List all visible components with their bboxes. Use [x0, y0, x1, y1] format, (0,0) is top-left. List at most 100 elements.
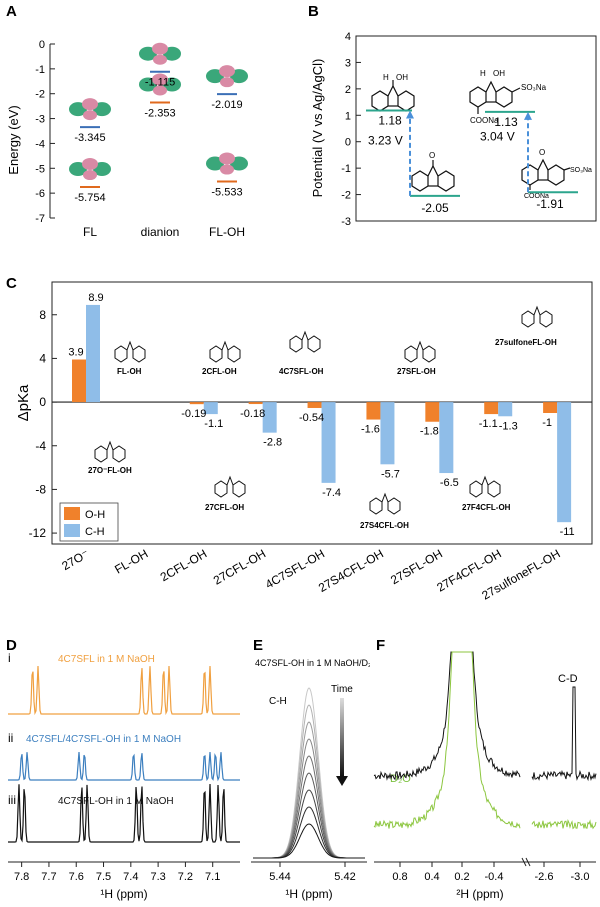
- c-value-label: -1.1: [204, 418, 223, 430]
- time-arrow-shaft: [340, 698, 344, 776]
- a-orbital-lobe: [152, 73, 168, 86]
- c-value-label: 8.9: [88, 292, 103, 304]
- b-gap-arrowhead: [524, 111, 532, 120]
- panel-e-xlabel: ¹H (ppm): [285, 887, 332, 901]
- panel-b-label: B: [308, 3, 319, 20]
- panel-b: B Potential (V vs Ag/AgCl) 4 3 2 1 0 -1 -2 -3 O…: [300, 0, 600, 250]
- c-ytick-label: -8: [35, 482, 46, 496]
- c-category-label: 2CFL-OH: [158, 546, 209, 584]
- c-bar-ch: [498, 402, 513, 417]
- s-o-so3na-label: SO₃Na: [570, 167, 592, 174]
- d-xtick-label: 7.5: [96, 871, 111, 883]
- s-o-label: O: [539, 148, 545, 157]
- e-peak-trace: [253, 738, 365, 859]
- panel-e: E 4C7SFL-OH in 1 M NaOH/D₂O C-H Time 5.4…: [245, 632, 379, 902]
- a-orbital-lobe: [152, 42, 168, 55]
- d-xtick-label: 7.6: [69, 871, 84, 883]
- d-xtick-label: 7.8: [14, 871, 29, 883]
- c-bar-ch: [380, 402, 395, 465]
- d-spectrum-trace: [8, 783, 240, 843]
- panel-e-title: 4C7SFL-OH in 1 M NaOH/D₂O: [255, 658, 370, 668]
- panel-f-xlabel: ²H (ppm): [456, 887, 503, 901]
- c-bar-oh: [366, 402, 381, 420]
- a-orbital-lobe: [82, 98, 98, 111]
- c-category-label: 27S4CFL-OH: [316, 546, 386, 594]
- panel-e-label: E: [253, 637, 263, 654]
- time-arrow-head: [336, 776, 348, 786]
- c-value-label: -5.7: [381, 468, 400, 480]
- b-ytick-label: 0: [345, 137, 351, 149]
- a-category-label: FL: [83, 225, 97, 239]
- fluorenolate-structure: [411, 160, 455, 192]
- structure-sketches: [94, 305, 553, 515]
- c-bar-ch: [439, 402, 454, 474]
- d-xtick-label: 7.4: [123, 871, 138, 883]
- e-peak-trace: [253, 823, 365, 859]
- c-bar-oh: [307, 402, 322, 408]
- a-ytick-label: -1: [35, 64, 45, 76]
- s-oh-so3na-label: SO₃Na: [521, 83, 547, 92]
- c-category-label: 27O⁻: [59, 546, 91, 573]
- sulfonated-fluorenol-structure: [469, 80, 521, 114]
- d-xtick-label: 7.2: [178, 871, 193, 883]
- a-orbital-lobe: [153, 85, 167, 96]
- c-value-label: -7.4: [322, 487, 341, 499]
- legend-ch-swatch: [64, 524, 80, 537]
- a-ytick-label: -3: [35, 114, 45, 126]
- compound-4c7sfl-oh: 4C7SFL-OH: [279, 367, 324, 376]
- panel-a-svg: A Energy (eV) 0 -1 -2 -3 -4 -5 -6 -7 -3.345 -5.7…: [6, 3, 248, 239]
- compound-27s4cfl-oh: 27S4CFL-OH: [360, 521, 409, 530]
- f-xtick-label: -2.6: [535, 871, 554, 883]
- a-ytick-label: 0: [39, 39, 45, 51]
- a-orbital-lobe: [82, 158, 98, 171]
- f-xtick-label: 0.4: [424, 871, 439, 883]
- b-potential-value: 1.13: [494, 115, 518, 129]
- c-value-label: -1.1: [479, 418, 498, 430]
- panel-e-peak: C-H: [269, 696, 287, 707]
- compound-27cfl-oh: 27CFL-OH: [205, 503, 244, 512]
- c-bar-oh: [248, 402, 263, 405]
- a-lumo-value: -1.115: [145, 77, 175, 89]
- e-peak-trace: [253, 704, 365, 859]
- a-category-label: FL-OH: [209, 225, 245, 239]
- d-trace-caption: 4C7SFL-OH in 1 M NaOH: [58, 796, 174, 807]
- c-ytick-label: 4: [39, 351, 46, 365]
- s-o-coona-label: COONa: [524, 193, 549, 200]
- f-solvent-trace: [373, 651, 597, 830]
- c-value-label: -0.19: [181, 408, 206, 420]
- a-ytick-label: -6: [35, 188, 45, 200]
- s-oh-h-label: H: [480, 69, 486, 78]
- f-xtick-label: -0.4: [485, 871, 504, 883]
- compound-fl-oh: FL-OH: [117, 367, 142, 376]
- panel-f-peak: C-D: [558, 673, 578, 685]
- d-spectrum-trace: [8, 751, 240, 782]
- panel-c-svg: C ΔpKa 840-4-8-12 3.98.9-0.19-1.1-0.18-2…: [6, 275, 593, 603]
- fl-o-label: O: [429, 151, 435, 160]
- f-xtick-label: 0.8: [392, 871, 407, 883]
- b-potential-value: -2.05: [421, 201, 449, 215]
- c-bar-oh: [72, 359, 86, 403]
- d-trace-caption: 4C7SFL in 1 M NaOH: [58, 654, 155, 665]
- c-value-label: -6.5: [440, 477, 459, 489]
- a-homo-value: -5.754: [74, 192, 105, 204]
- a-lumo-value: -3.345: [74, 132, 105, 144]
- panel-f-svg: F C-D D₂O 0.8 0.4 0.2 -0.4 -2.6 -3.0 ²H (ppm): [373, 637, 597, 901]
- b-ytick-label: 2: [345, 84, 351, 96]
- panel-d: D i 4C7SFL in 1 M NaOH ii 4C7SFL/4C7SFL-OH …: [0, 632, 245, 902]
- c-bar-ch: [203, 402, 218, 415]
- panel-d-label: D: [6, 637, 17, 654]
- compound-2cfl-oh: 2CFL-OH: [202, 367, 237, 376]
- e-xtick-label: 5.44: [269, 871, 290, 883]
- e-peak-trace: [253, 806, 365, 859]
- b-ytick-label: -3: [341, 216, 351, 228]
- b-ytick-label: -1: [341, 163, 351, 175]
- b-ytick-label: 3: [345, 57, 351, 69]
- a-orbital-lobe: [83, 110, 97, 121]
- b-gap-right: 3.04 V: [480, 129, 515, 143]
- a-ytick-label: -5: [35, 163, 45, 175]
- c-ytick-label: 0: [39, 395, 46, 409]
- panel-d-svg: D i 4C7SFL in 1 M NaOH ii 4C7SFL/4C7SFL-OH …: [6, 637, 240, 901]
- fl-oh-h-label: H: [383, 73, 389, 82]
- d-trace-tag: ii: [8, 731, 13, 745]
- c-value-label: 3.9: [68, 347, 83, 359]
